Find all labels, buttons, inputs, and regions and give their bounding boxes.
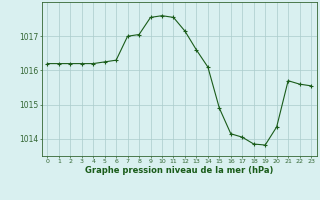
X-axis label: Graphe pression niveau de la mer (hPa): Graphe pression niveau de la mer (hPa) [85, 166, 273, 175]
